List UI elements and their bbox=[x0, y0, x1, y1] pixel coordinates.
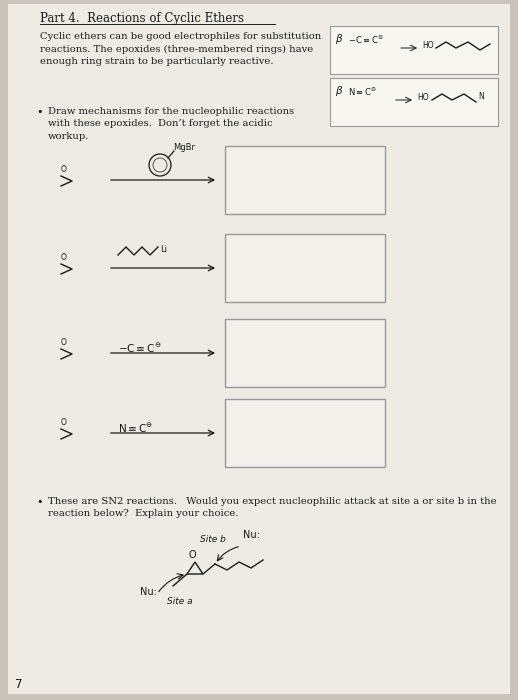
Text: •: • bbox=[36, 497, 42, 507]
Text: $-$C$\equiv$C$^{\ominus}$: $-$C$\equiv$C$^{\ominus}$ bbox=[118, 342, 162, 355]
Text: N: N bbox=[478, 92, 484, 101]
Bar bbox=[225, 234, 385, 302]
Text: Part 4.  Reactions of Cyclic Ethers: Part 4. Reactions of Cyclic Ethers bbox=[40, 12, 244, 25]
Text: O: O bbox=[61, 253, 67, 262]
Text: N$\equiv$C$^{\ominus}$: N$\equiv$C$^{\ominus}$ bbox=[118, 422, 153, 435]
Text: N$\equiv$C$^{\ominus}$: N$\equiv$C$^{\ominus}$ bbox=[348, 86, 377, 98]
Text: 7: 7 bbox=[15, 678, 22, 691]
Bar bbox=[225, 399, 385, 467]
Text: Cyclic ethers can be good electrophiles for substitution
reactions. The epoxides: Cyclic ethers can be good electrophiles … bbox=[40, 32, 321, 66]
Text: HO: HO bbox=[422, 41, 434, 50]
Text: Site a: Site a bbox=[167, 597, 193, 606]
Text: Nu:: Nu: bbox=[140, 587, 157, 597]
Text: Draw mechanisms for the nucleophilic reactions
with these epoxides.  Don’t forge: Draw mechanisms for the nucleophilic rea… bbox=[48, 107, 294, 141]
Bar bbox=[330, 26, 498, 74]
Text: $\beta$: $\beta$ bbox=[335, 84, 343, 98]
Text: Nu:: Nu: bbox=[243, 530, 260, 540]
Text: Site b: Site b bbox=[200, 535, 226, 544]
Text: These are SN2 reactions.   Would you expect nucleophilic attack at site a or sit: These are SN2 reactions. Would you expec… bbox=[48, 497, 497, 519]
Text: •: • bbox=[36, 107, 42, 117]
Text: O: O bbox=[61, 165, 67, 174]
Text: O: O bbox=[61, 418, 67, 427]
Bar bbox=[225, 146, 385, 214]
Text: O: O bbox=[188, 550, 196, 560]
Text: $\beta$: $\beta$ bbox=[335, 32, 343, 46]
Bar bbox=[330, 78, 498, 126]
Text: $-$C$\equiv$C$^{\ominus}$: $-$C$\equiv$C$^{\ominus}$ bbox=[348, 34, 383, 46]
Text: MgBr: MgBr bbox=[173, 143, 195, 152]
Text: O: O bbox=[61, 338, 67, 347]
Bar bbox=[225, 319, 385, 387]
Text: HO: HO bbox=[417, 93, 428, 102]
Text: Li: Li bbox=[160, 245, 167, 254]
